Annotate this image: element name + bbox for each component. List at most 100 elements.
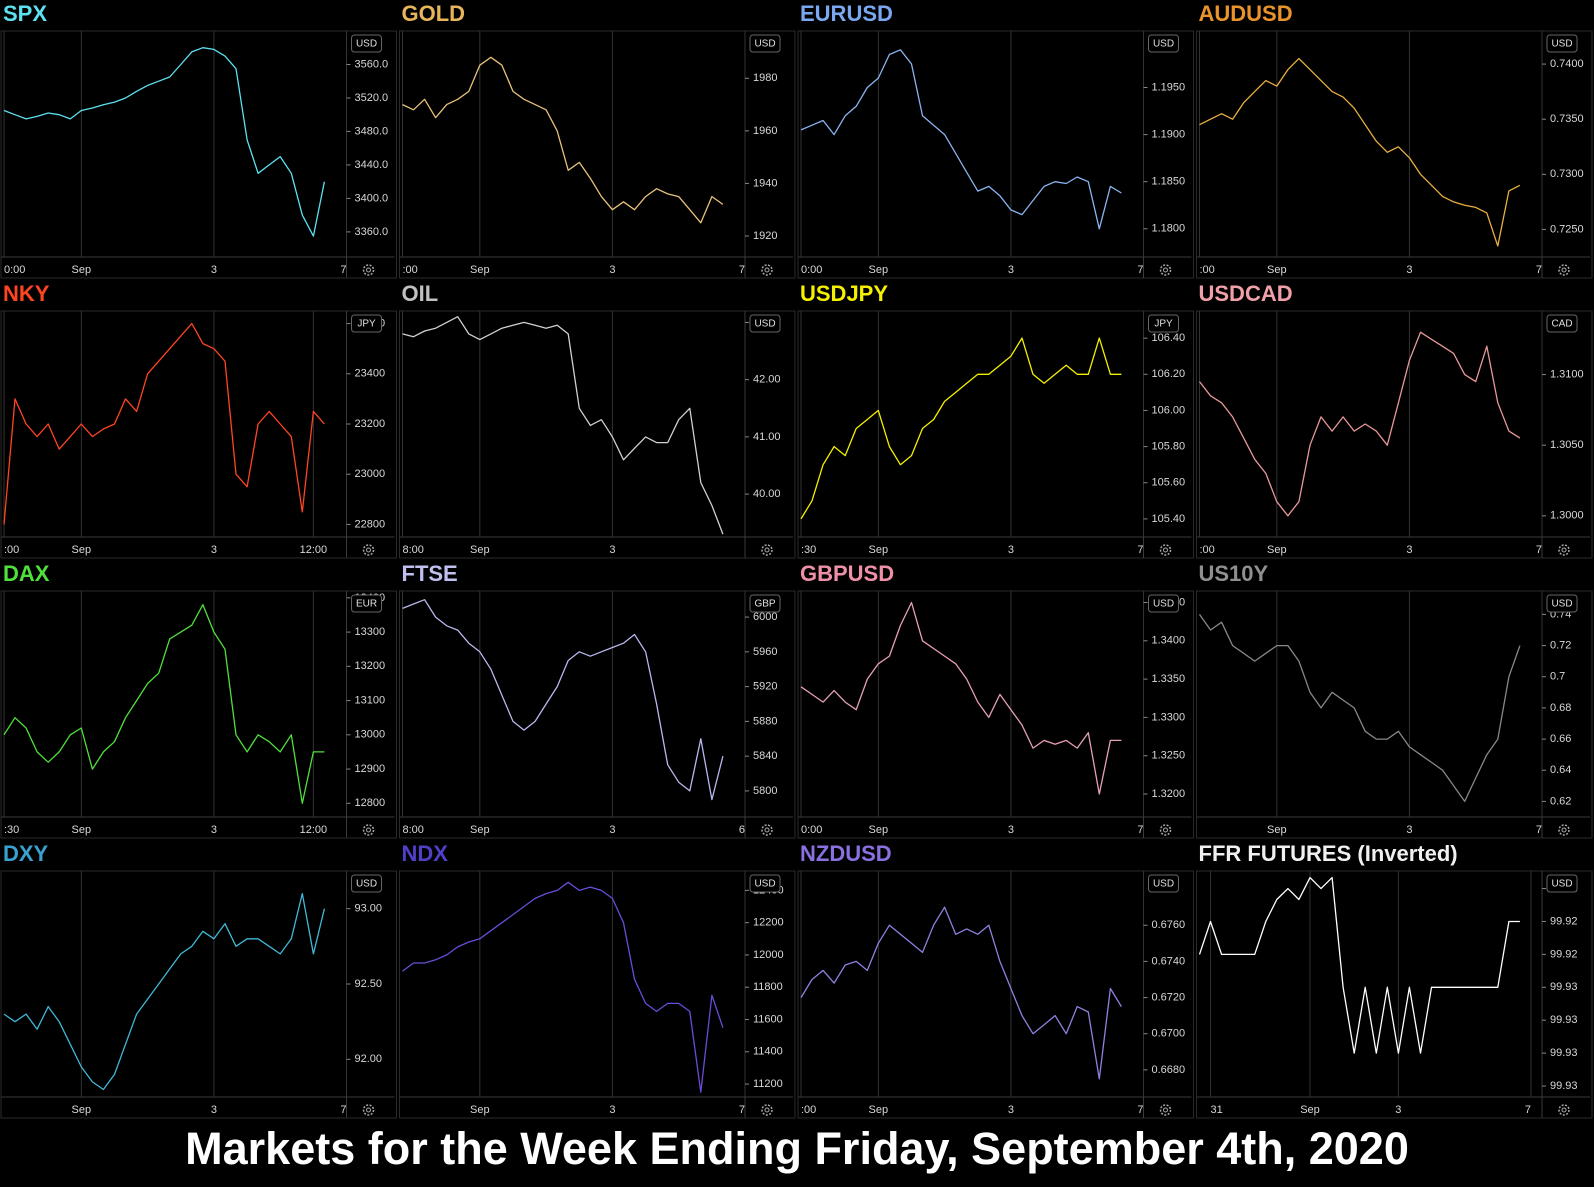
x-tick-label: Sep [72,824,92,836]
y-tick-label: 0.6740 [1152,955,1186,967]
chart-panel: NKY:00Sep312:002280023000232002340023600… [0,281,397,559]
unit-label: USD [754,319,775,330]
y-tick-label: 92.50 [355,978,383,990]
settings-icon [1558,544,1570,556]
y-tick-label: 3520.0 [355,92,389,104]
x-tick-label: Sep [470,824,490,836]
chart-title: FTSE [402,561,458,586]
chart-panel: AUDUSD:00 Sep 3 7 0.7250 0.7300 0.7350 0.7400 US… [1196,1,1593,279]
x-tick-label: 7 [340,1104,346,1116]
y-tick-label: 13000 [355,729,386,741]
panel-border [399,590,796,839]
chart-title: FFR FUTURES (Inverted) [1199,841,1458,866]
x-tick-label: Sep [869,824,889,836]
x-tick-label: 3 [609,824,615,836]
settings-icon [1159,1104,1172,1116]
unit-box [1546,874,1578,893]
x-tick-label: 7 [1137,264,1143,276]
settings-icon [1159,544,1172,556]
y-tick-label: 13300 [355,626,386,638]
settings-icon-core [1163,1107,1168,1113]
x-tick-label: 8:00 [403,544,424,556]
y-tick-label: 99.93 [1550,1014,1578,1026]
y-tick-label: 1.3050 [1550,439,1584,451]
chart-panel: DAX:30 Sep 3 12:00 12800 12900 13000 13100 13200… [0,561,397,839]
settings-icon [761,1104,773,1116]
panel-border [399,310,796,559]
unit-label: JPY [1154,319,1173,330]
unit-label: USD [356,39,377,50]
line [1199,57,1521,247]
y-tick-label: 105.80 [1152,441,1186,453]
chart-title: DAX [3,561,50,586]
y-tick-label: 13100 [355,694,386,706]
y-tick-label: 99.92 [1550,948,1578,960]
x-tick-label: Sep [470,264,490,276]
y-tick-label: 12800 [355,797,386,809]
chart-panel: NZDUSD:00 Sep 3 7 0.6680 0.6700 0.6720 0.6740 0.… [797,841,1194,1119]
y-tick-label: 93.00 [355,903,383,915]
unit-box [351,314,382,333]
x-tick-label: 3 [1008,824,1014,836]
panel-border [797,590,1194,839]
unit-box [1148,594,1179,613]
chart-title: GOLD [402,1,466,26]
y-tick-label: 11800 [753,981,783,993]
y-tick-label: 0.7 [1550,671,1565,683]
settings-icon [1159,264,1172,276]
y-tick-label: 106.20 [1152,368,1186,380]
settings-icon-core [1561,267,1567,273]
y-tick-label: 0.7350 [1550,113,1584,125]
y-tick-label: 12200 [753,917,784,929]
panel-border [1196,30,1593,279]
panel-border [797,310,1194,559]
unit-label: GBP [754,599,775,610]
x-tick-label: 0:00 [801,264,822,276]
x-tick-label: :00 [403,264,418,276]
chart-title: NDX [402,841,449,866]
y-tick-label: 6000 [753,611,777,623]
unit-label: USD [1153,39,1174,50]
x-tick-label: 3 [211,264,217,276]
y-tick-label: 1.3350 [1152,673,1186,685]
y-tick-label: 1.1900 [1152,128,1186,140]
chart-panel: SPX 0:00 Sep 3 7 3360.0 3400.0 3440.0 3480.0 3520… [0,1,397,279]
settings-icon [1558,1104,1570,1116]
chart-panel: EURUSD 0:00 Sep 3 7 1.1800 1.1850 1.1900 1.1950 U… [797,1,1194,279]
x-tick-label: 8:00 [403,824,424,836]
y-tick-label: 0.7250 [1550,223,1584,235]
line [402,881,724,1093]
x-tick-label: :00 [1200,544,1215,556]
line [1198,614,1521,803]
settings-icon [362,824,375,836]
x-tick-label: 3 [609,264,615,276]
unit-box [351,594,382,613]
x-tick-label: Sep [470,1104,490,1116]
unit-box [1148,314,1179,333]
x-tick-label: 3 [1008,544,1014,556]
y-tick-label: 5880 [753,715,777,727]
chart-title: NKY [3,281,50,306]
chart-title: NZDUSD [800,841,892,866]
settings-icon-core [366,547,371,553]
line [800,906,1122,1080]
unit-label: USD [1153,879,1174,890]
y-tick-label: 0.6700 [1152,1028,1186,1040]
x-tick-label: :30 [4,824,19,836]
y-tick-label: 12900 [355,763,386,775]
unit-box [749,314,781,333]
unit-label: CAD [1551,319,1572,330]
unit-box [1546,314,1578,333]
x-tick-label: Sep [1267,544,1287,556]
y-tick-label: 99.93 [1550,1047,1578,1059]
x-tick-label: 3 [211,1104,217,1116]
line [1198,331,1521,517]
y-tick-label: 0.6720 [1152,991,1186,1003]
unit-box [1546,34,1578,53]
y-tick-label: 1.3000 [1550,510,1584,522]
line [800,49,1122,230]
x-tick-label: Sep [470,544,490,556]
unit-label: USD [356,879,377,890]
unit-box [1148,34,1179,53]
